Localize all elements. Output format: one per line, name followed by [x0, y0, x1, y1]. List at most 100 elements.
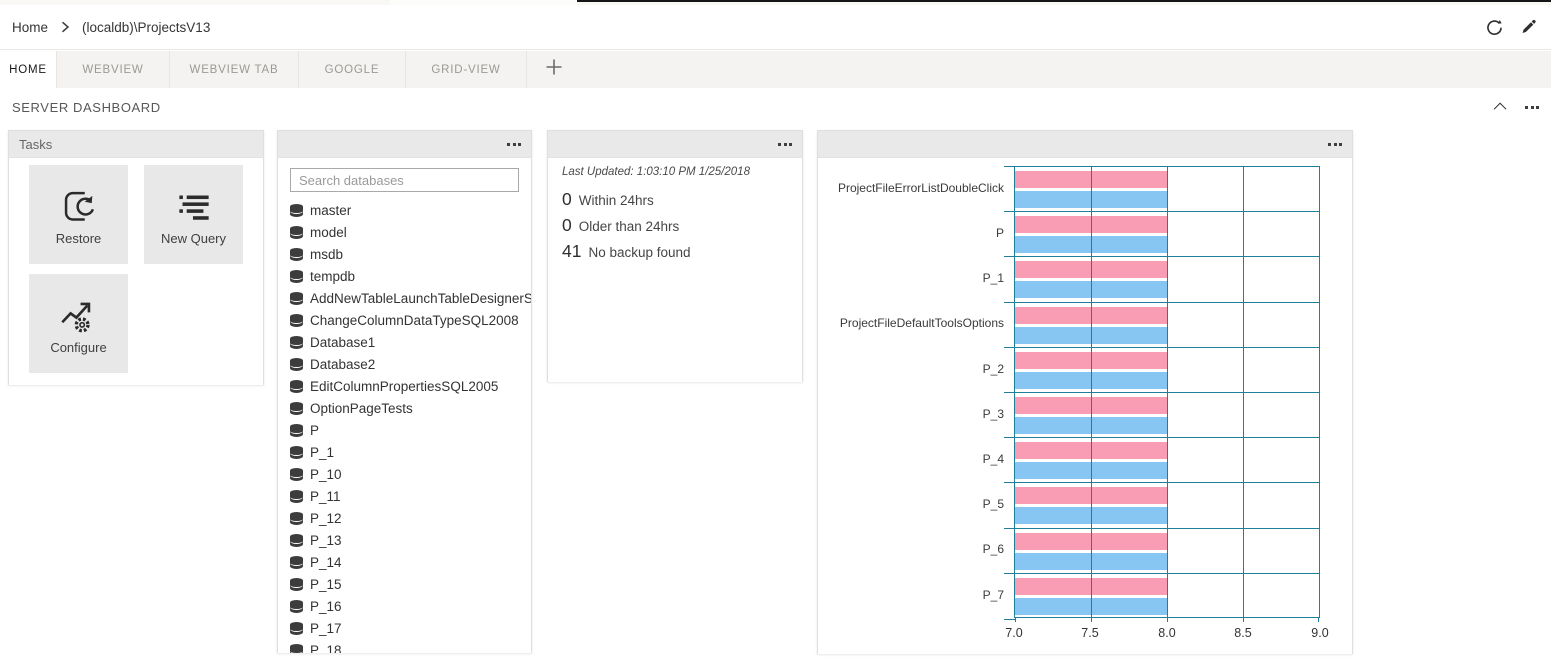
database-icon	[290, 402, 303, 415]
database-list-item[interactable]: P_13	[290, 529, 519, 551]
database-icon	[290, 358, 303, 371]
database-list-item[interactable]: P_18	[290, 639, 519, 653]
tab-webview-tab[interactable]: WEBVIEW TAB	[170, 51, 299, 88]
more-options-icon[interactable]	[778, 142, 792, 146]
database-icon	[290, 468, 303, 481]
tasks-panel-header: Tasks	[9, 131, 263, 157]
database-list-item[interactable]: msdb	[290, 243, 519, 265]
new-query-icon	[171, 184, 217, 230]
edit-pencil-icon[interactable]	[1517, 16, 1539, 38]
configure-label: Configure	[50, 339, 107, 355]
configure-icon	[56, 293, 102, 339]
database-icon	[290, 578, 303, 591]
database-list-item[interactable]: P_11	[290, 485, 519, 507]
database-icon	[290, 600, 303, 613]
plus-icon	[545, 58, 563, 81]
new-query-label: New Query	[160, 230, 227, 246]
backup-stat-row: 0 Within 24hrs	[562, 189, 790, 210]
stat-label: Within 24hrs	[578, 193, 654, 208]
database-list-item[interactable]: P_1	[290, 441, 519, 463]
database-list-item[interactable]: P_12	[290, 507, 519, 529]
chevron-right-icon	[58, 20, 72, 34]
more-options-icon[interactable]	[1328, 142, 1342, 146]
database-icon	[290, 336, 303, 349]
collapse-chevron-up-icon[interactable]	[1490, 96, 1512, 118]
database-list-item[interactable]: Database1	[290, 331, 519, 353]
page-title: SERVER DASHBOARD	[12, 99, 161, 115]
chart-category-label: ProjectFileDefaultToolsOptions	[839, 316, 1004, 330]
restore-button[interactable]: Restore	[29, 165, 128, 264]
database-icon	[290, 644, 303, 653]
database-list-item[interactable]: tempdb	[290, 265, 519, 287]
tab-home[interactable]: HOME	[0, 51, 57, 88]
chart-category-label: P	[995, 226, 1004, 240]
database-list-item[interactable]: P	[290, 419, 519, 441]
x-tick-label: 8.0	[1158, 626, 1176, 640]
axis-tick	[1318, 617, 1319, 622]
database-icon	[290, 534, 303, 547]
database-icon	[290, 490, 303, 503]
dashboard-header: SERVER DASHBOARD	[0, 88, 1551, 126]
breadcrumb: Home (localdb)\ProjectsV13	[0, 5, 1551, 50]
chart-category-label: P_3	[982, 407, 1004, 421]
gridline	[1167, 167, 1168, 622]
database-list-item[interactable]: OptionPageTests	[290, 397, 519, 419]
database-icon	[290, 446, 303, 459]
x-tick-label: 8.5	[1234, 626, 1252, 640]
database-icon	[290, 204, 303, 217]
stat-value: 0	[562, 215, 572, 235]
database-icon	[290, 226, 303, 239]
add-tab-button[interactable]	[537, 51, 571, 88]
database-list-item[interactable]: ChangeColumnDataTypeSQL2008	[290, 309, 519, 331]
stat-value: 41	[562, 241, 582, 261]
stat-label: Older than 24hrs	[578, 219, 680, 234]
x-tick-label: 7.5	[1081, 626, 1099, 640]
chart-category-label: P_6	[982, 542, 1004, 556]
axis-tick	[1015, 617, 1016, 622]
chart-category-label: P_1	[982, 271, 1004, 285]
new-query-button[interactable]: New Query	[144, 165, 243, 264]
database-icon	[290, 292, 303, 305]
database-icon	[290, 270, 303, 283]
breadcrumb-home-link[interactable]: Home	[12, 19, 49, 35]
backup-panel-header	[548, 131, 802, 157]
chart-category-label: P_5	[982, 497, 1004, 511]
chart-panel-header	[818, 131, 1352, 157]
database-list-item[interactable]: master	[290, 199, 519, 221]
databases-panel: master model msdb tempdb AddNewTableLaun…	[277, 130, 532, 653]
database-list-item[interactable]: model	[290, 221, 519, 243]
database-list-item[interactable]: P_15	[290, 573, 519, 595]
restore-label: Restore	[55, 230, 102, 246]
databases-panel-header	[278, 131, 531, 157]
gridline	[1091, 167, 1092, 622]
configure-button[interactable]: Configure	[29, 274, 128, 373]
database-list-item[interactable]: P_14	[290, 551, 519, 573]
database-list-item[interactable]: EditColumnPropertiesSQL2005	[290, 375, 519, 397]
chart-category-label: P_7	[982, 588, 1004, 602]
more-options-icon[interactable]	[1525, 105, 1539, 109]
bar-chart: ProjectFileErrorListDoubleClick P P_1 Pr…	[818, 157, 1352, 654]
window-top-edge-segment	[390, 0, 578, 5]
database-icon	[290, 622, 303, 635]
database-list-item[interactable]: AddNewTableLaunchTableDesignerS	[290, 287, 531, 309]
database-list-item[interactable]: P_17	[290, 617, 519, 639]
window-top-dark-line	[577, 0, 1551, 2]
database-list-item[interactable]: Database2	[290, 353, 519, 375]
tasks-panel-title: Tasks	[19, 136, 53, 152]
gridline	[1243, 167, 1244, 622]
tab-webview[interactable]: WEBVIEW	[57, 51, 170, 88]
database-icon	[290, 512, 303, 525]
stat-value: 0	[562, 189, 572, 209]
database-list-item[interactable]: P_10	[290, 463, 519, 485]
database-icon	[290, 424, 303, 437]
tab-grid-view[interactable]: GRID-VIEW	[406, 51, 527, 88]
database-icon	[290, 314, 303, 327]
search-databases-input[interactable]	[290, 168, 519, 192]
last-updated-text: Last Updated: 1:03:10 PM 1/25/2018	[562, 166, 750, 178]
refresh-icon[interactable]	[1483, 16, 1505, 38]
chart-plot-area	[1004, 166, 1320, 622]
more-options-icon[interactable]	[507, 142, 521, 146]
database-icon	[290, 380, 303, 393]
database-list-item[interactable]: P_16	[290, 595, 519, 617]
tab-google[interactable]: GOOGLE	[299, 51, 406, 88]
